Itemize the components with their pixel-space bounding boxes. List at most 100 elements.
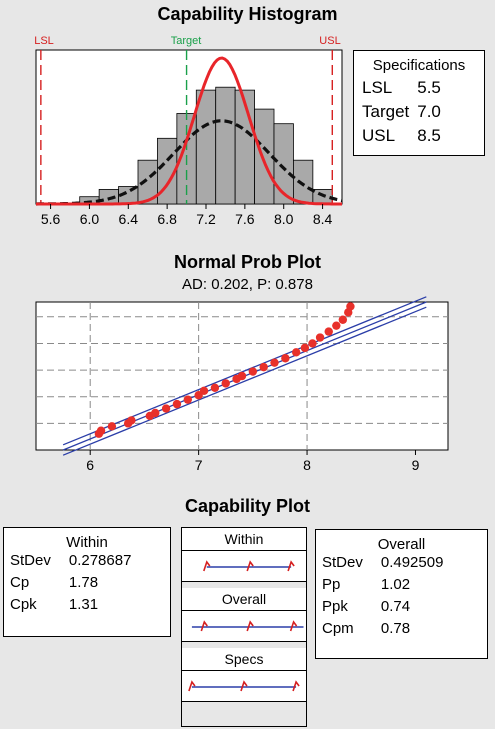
usl-label: USL — [319, 35, 340, 47]
histogram-bar — [254, 108, 275, 205]
mini-plot-tick — [246, 560, 254, 572]
spec-label: Target — [362, 102, 410, 121]
within-stats-box: Within StDev 0.278687 Cp 1.78 Cpk 1.31 — [3, 527, 171, 637]
mini-plot-tick — [246, 620, 254, 632]
normal-probability-plot: 6 7 8 9 — [35, 296, 449, 473]
capability-mini-plots: Within Overall Specs — [181, 527, 307, 727]
prob-point — [172, 399, 182, 409]
prob-point — [96, 426, 106, 435]
spec-row-target: Target 7.0 — [362, 100, 441, 124]
overall-stats-box: Overall StDev 0.492509 Pp 1.02 Ppk 0.74 Cpm… — [315, 529, 488, 659]
prob-point — [161, 404, 171, 413]
stat-value: 1.02 — [380, 576, 411, 593]
prob-point — [315, 333, 325, 342]
confidence-band — [62, 306, 427, 456]
mini-plot-bar — [182, 670, 306, 702]
stat-value: 1.78 — [68, 574, 99, 591]
stat-label: StDev — [322, 554, 363, 571]
histogram-tick-label: 8.0 — [274, 211, 294, 227]
mini-plot-tick — [292, 680, 300, 692]
prob-point — [221, 379, 230, 388]
mini-plot-tick — [200, 620, 208, 632]
stat-row: Cpk 1.31 — [10, 595, 135, 617]
normal-plot-title: Normal Prob Plot — [173, 252, 321, 272]
prob-point — [292, 348, 301, 357]
spec-row-lsl: LSL 5.5 — [362, 76, 441, 100]
prob-point — [237, 371, 247, 381]
prob-point — [183, 395, 192, 404]
target-label: Target — [171, 35, 202, 47]
mini-plot-tick — [287, 560, 295, 572]
prob-point — [308, 339, 317, 348]
stat-label: Cpm — [322, 620, 354, 637]
histogram-bar — [195, 89, 217, 205]
prob-point — [127, 416, 136, 425]
mini-plot-label: Overall — [182, 582, 306, 610]
stat-value: 0.74 — [380, 598, 411, 615]
mini-plot-label: Within — [182, 528, 306, 550]
mini-plot-bar — [182, 610, 306, 642]
prob-point — [151, 408, 160, 418]
spec-row-usl: USL 8.5 — [362, 124, 441, 148]
histogram-tick-label: 7.6 — [235, 211, 255, 227]
histogram-title: Capability Histogram — [157, 4, 338, 24]
prob-point — [248, 367, 258, 376]
spec-value: 7.0 — [417, 102, 441, 121]
mini-plot-tick — [289, 620, 298, 632]
stat-row: Cp 1.78 — [10, 573, 135, 595]
stat-value: 0.492509 — [380, 554, 444, 571]
stat-value: 0.278687 — [68, 552, 132, 569]
capability-plot-title: Capability Plot — [184, 496, 310, 516]
mini-plot-label: Specs — [182, 642, 306, 670]
spec-label: USL — [362, 126, 396, 145]
within-curve — [36, 56, 342, 206]
stat-label: Cp — [10, 574, 30, 591]
normal-plot-subtitle: AD: 0.202, P: 0.878 — [182, 276, 313, 293]
within-stats-title: Within — [66, 534, 108, 551]
mini-plot-bar — [182, 550, 306, 582]
specifications-table: LSL 5.5 Target 7.0 USL 8.5 — [362, 76, 441, 148]
specifications-box: Specifications LSL 5.5 Target 7.0 USL 8.5 — [353, 50, 485, 156]
stat-row: Ppk 0.74 — [322, 597, 447, 619]
mini-plot-tick — [188, 680, 196, 692]
histogram-bar — [215, 86, 236, 205]
stat-row: Cpm 0.78 — [322, 619, 447, 641]
prob-point — [199, 386, 209, 395]
stat-label: StDev — [10, 552, 51, 569]
prob-point — [338, 315, 348, 324]
prob-point — [210, 383, 220, 393]
prob-point — [300, 343, 310, 353]
histogram-tick-label: 6.4 — [119, 211, 139, 227]
prob-tick-label: 8 — [303, 457, 311, 473]
spec-value: 8.5 — [417, 126, 441, 145]
histogram-bar — [293, 159, 314, 205]
prob-tick-label: 7 — [195, 457, 203, 473]
spec-value: 5.5 — [417, 78, 441, 97]
spec-label: LSL — [362, 78, 393, 97]
stat-label: Cpk — [10, 596, 37, 613]
specifications-title: Specifications — [372, 57, 466, 74]
prob-point — [346, 302, 355, 311]
mini-plot-tick — [240, 680, 248, 692]
stat-value: 0.78 — [380, 620, 411, 637]
histogram-tick-label: 8.4 — [313, 211, 333, 227]
overall-stats-table: StDev 0.492509 Pp 1.02 Ppk 0.74 Cpm 0.78 — [322, 553, 447, 641]
within-stats-table: StDev 0.278687 Cp 1.78 Cpk 1.31 — [10, 551, 135, 617]
stat-label: Pp — [322, 576, 341, 593]
stat-row: StDev 0.492509 — [322, 553, 447, 575]
mini-plot-tick — [203, 560, 211, 572]
histogram-tick-label: 7.2 — [196, 211, 216, 227]
prob-point — [107, 422, 117, 431]
stat-label: Ppk — [322, 598, 348, 615]
prob-point — [259, 362, 268, 372]
histogram-tick-label: 6.0 — [80, 211, 100, 227]
histogram-tick-label: 6.8 — [157, 211, 177, 227]
prob-point — [270, 358, 279, 367]
overall-stats-title: Overall — [377, 536, 426, 553]
stat-row: Pp 1.02 — [322, 575, 447, 597]
prob-tick-label: 9 — [412, 457, 420, 473]
histogram-tick-label: 5.6 — [41, 211, 61, 227]
stat-row: StDev 0.278687 — [10, 551, 135, 573]
overall-curve — [35, 119, 343, 206]
lsl-label: LSL — [34, 35, 54, 47]
